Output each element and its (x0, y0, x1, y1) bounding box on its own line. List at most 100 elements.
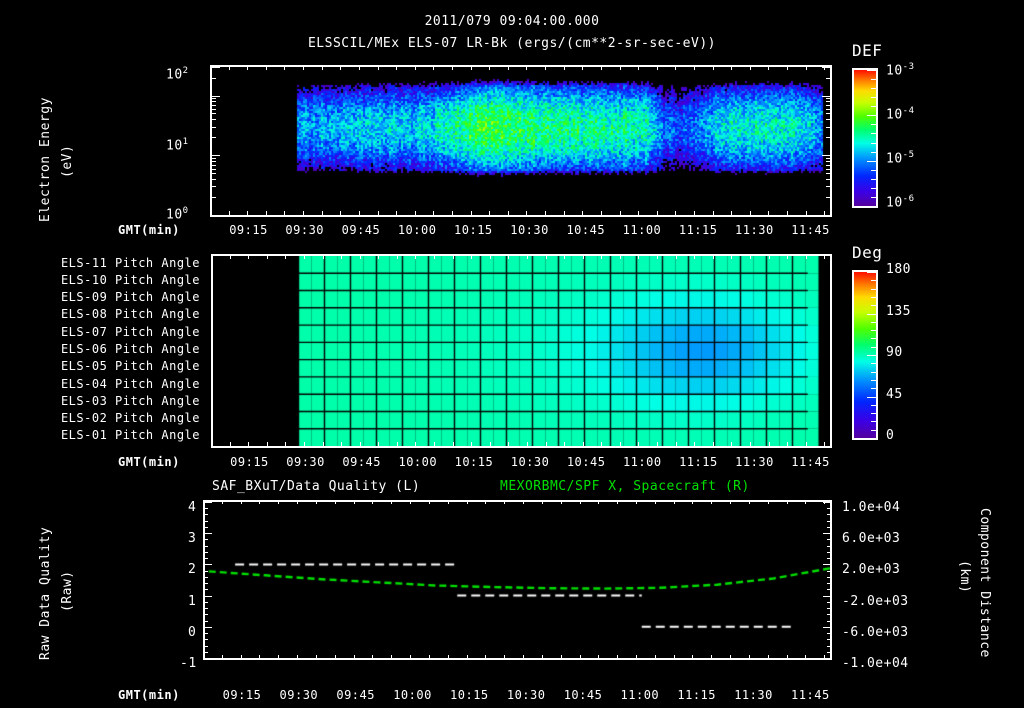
dq-ytick-labels: 4 3 2 1 0 -1 (160, 494, 200, 671)
dq-y2tick-label: 1.0e+04 (842, 500, 901, 515)
ytick-1e1-mantissa: 10 (166, 138, 183, 154)
pitch-row-label: ELS-11 Pitch Angle (60, 255, 200, 270)
xtick-label: 10:00 (397, 223, 437, 237)
ytick-1e2-exp: 2 (182, 66, 189, 76)
xtick-label: 10:30 (510, 223, 549, 237)
xtick-label: 09:15 (222, 688, 262, 702)
dq-y2tick-label: 2.0e+03 (842, 562, 901, 578)
deg-colorbar-label: 135 (886, 303, 911, 319)
def-1e-3-exp: -3 (902, 62, 915, 72)
pitch-angle-panel (211, 254, 832, 448)
dq-xlabel: GMT(min) (118, 688, 180, 702)
xtick-label: 11:15 (678, 223, 718, 237)
xtick-label: 11:30 (734, 688, 773, 702)
def-colorbar (852, 68, 878, 208)
dq-ytick-label: 0 (188, 624, 197, 640)
def-label-1e-5: 10-5 (886, 150, 915, 166)
def-1e-5-exp: -5 (902, 150, 915, 160)
pitch-row-label: ELS-03 Pitch Angle (60, 393, 200, 408)
def-label-1e-6: 10-6 (886, 194, 915, 210)
def-1e-3-mantissa: 10 (886, 63, 903, 79)
xtick-label: 10:15 (454, 455, 494, 469)
ytick-1e1: 101 (166, 137, 189, 153)
xtick-label: 11:45 (791, 223, 830, 237)
pitch-row-label: ELS-01 Pitch Angle (60, 428, 200, 443)
xtick-label: 11:00 (622, 223, 662, 237)
pitch-row-labels: ELS-11 Pitch Angle ELS-10 Pitch Angle ELS-… (0, 254, 208, 448)
xtick-label: 10:00 (393, 688, 432, 702)
dq-y2label-text: Component Distance (977, 508, 992, 658)
dq-y2tick-labels: 1.0e+04 6.0e+03 2.0e+03 -2.0e+03 -6.0e+03 -1.… (842, 494, 952, 671)
xtick-label: 11:45 (791, 688, 830, 702)
deg-colorbar-label: 180 (886, 262, 911, 277)
ytick-1e0-mantissa: 10 (166, 207, 183, 223)
dq-y2tick-label: -6.0e+03 (842, 624, 909, 640)
xtick-label: 10:45 (563, 688, 603, 702)
deg-colorbar-label: 90 (886, 345, 903, 360)
page-subtitle: ELSSCIL/MEx ELS-07 LR-Bk (ergs/(cm**2-sr… (307, 36, 716, 51)
xtick-label: 11:15 (679, 455, 718, 469)
xtick-label: 09:30 (285, 223, 325, 237)
dq-ylabel-unit-text: (Raw) (60, 570, 75, 612)
dq-y2label: Component Distance (977, 508, 998, 658)
dq-y2tick-label: 6.0e+03 (842, 531, 901, 547)
dq-ytick-label: 4 (188, 500, 197, 515)
deg-colorbar-label: 0 (886, 428, 895, 443)
pitch-row-label: ELS-08 Pitch Angle (60, 307, 200, 322)
xtick-label: 09:15 (229, 223, 268, 237)
dq-y2tick-label: -1.0e+04 (842, 656, 909, 671)
xtick-label: 10:30 (506, 688, 546, 702)
xtick-label: 10:30 (510, 455, 550, 469)
def-1e-6-exp: -6 (902, 194, 915, 204)
dq-ytick-label: 1 (188, 593, 197, 609)
def-1e-4-mantissa: 10 (886, 107, 903, 123)
ytick-1e0: 100 (166, 206, 189, 222)
xtick-label: 10:15 (450, 688, 489, 702)
ytick-1e0-exp: 0 (182, 206, 189, 216)
pitch-row-label: ELS-06 Pitch Angle (60, 342, 200, 356)
xtick-label: 10:15 (454, 223, 493, 237)
dq-y2tick-label: -2.0e+03 (842, 593, 909, 609)
spectrogram-ylabel-unit: (eV) (60, 130, 80, 190)
spectrogram-ylabel-unit-text: (eV) (60, 144, 75, 178)
spectrogram-ylabel: Electron Energy (38, 72, 58, 222)
xtick-label: 09:45 (342, 455, 381, 469)
def-1e-5-mantissa: 10 (886, 151, 903, 167)
dq-ylabel: Raw Data Quality (38, 508, 58, 660)
xtick-label: 09:30 (279, 688, 319, 702)
dq-ytick-label: 3 (188, 531, 197, 547)
xtick-label: 09:45 (336, 688, 375, 702)
pitch-xlabel: GMT(min) (118, 455, 180, 469)
spectrogram-xlabel: GMT(min) (118, 223, 180, 237)
xtick-label: 10:45 (566, 455, 606, 469)
dataquality-canvas (205, 502, 830, 658)
def-1e-4-exp: -4 (902, 106, 915, 116)
xtick-label: 09:30 (286, 455, 325, 469)
pitch-angle-canvas (213, 256, 830, 446)
xtick-label: 09:45 (341, 223, 381, 237)
pitch-row-label: ELS-09 Pitch Angle (60, 290, 200, 305)
dq-ylabel-unit: (Raw) (60, 560, 80, 620)
dq-ytick-label: -1 (180, 656, 197, 671)
xtick-label: 11:30 (735, 223, 774, 237)
ytick-1e1-exp: 1 (182, 137, 189, 147)
deg-colorbar (852, 270, 878, 440)
xtick-label: 11:30 (735, 455, 774, 469)
panel3-title-left: SAF_BXuT/Data Quality (L) (212, 479, 421, 494)
def-label-1e-3: 10-3 (886, 62, 915, 78)
deg-colorbar-gradient (854, 272, 876, 438)
dq-y2label-unit: (km) (957, 560, 978, 620)
xtick-label: 11:15 (677, 688, 716, 702)
xtick-label: 10:00 (398, 455, 438, 469)
xtick-label: 11:00 (622, 455, 662, 469)
spectrogram-canvas (212, 67, 830, 215)
panel3-title-right: MEXORBMC/SPF X, Spacecraft (R) (500, 479, 750, 494)
pitch-row-label: ELS-02 Pitch Angle (60, 411, 200, 426)
deg-colorbar-label: 45 (886, 386, 903, 402)
deg-colorbar-title: Deg (852, 243, 883, 262)
page-title: 2011/079 09:04:00.000 (424, 14, 600, 29)
ytick-1e2-mantissa: 10 (166, 67, 183, 83)
pitch-row-label: ELS-05 Pitch Angle (60, 359, 200, 374)
def-colorbar-gradient (854, 70, 876, 206)
dq-y2label-unit-text: (km) (957, 560, 972, 594)
